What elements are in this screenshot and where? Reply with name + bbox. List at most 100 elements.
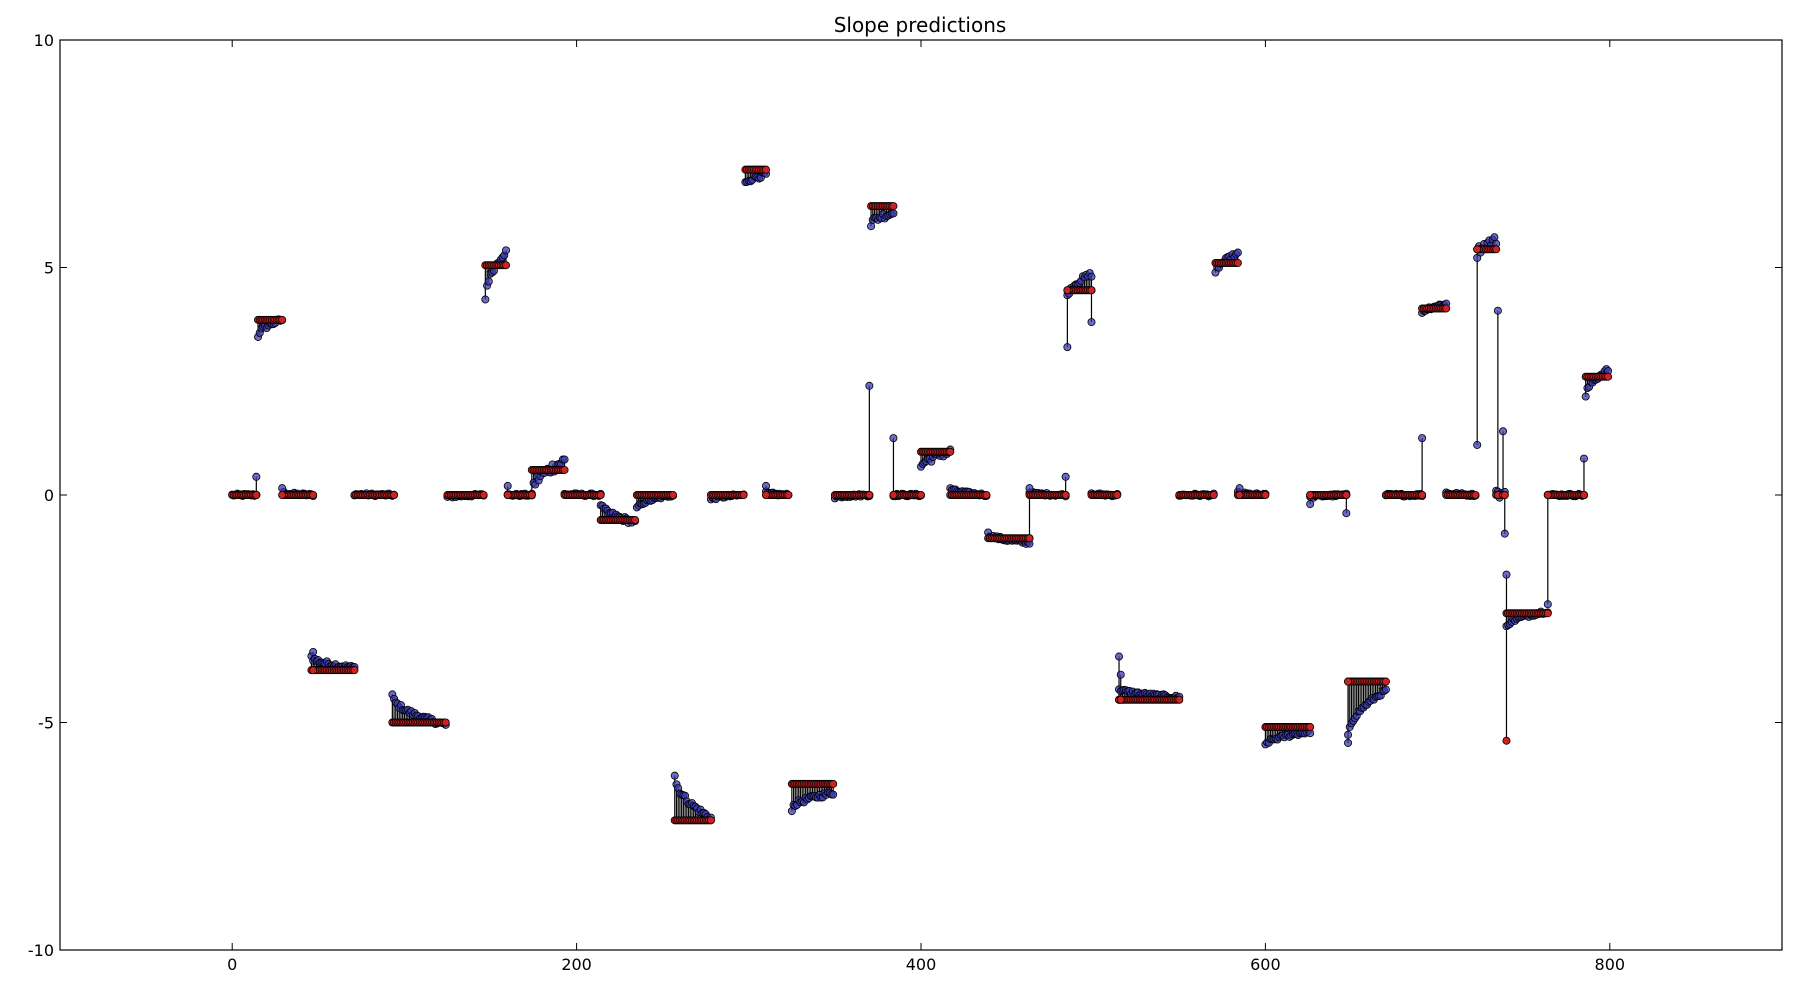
predicted-point	[1087, 272, 1096, 281]
true-point	[503, 490, 512, 499]
predicted-point	[560, 455, 569, 464]
true-point	[1502, 736, 1511, 745]
predicted-point	[1473, 440, 1482, 449]
predicted-point	[889, 434, 898, 443]
true-point	[596, 490, 605, 499]
true-point	[1235, 490, 1244, 499]
predicted-point	[1543, 600, 1552, 609]
true-point	[278, 490, 287, 499]
predicted-point	[762, 481, 771, 490]
predicted-point	[1025, 484, 1034, 493]
x-tick-label: 800	[1595, 955, 1626, 974]
y-tick-label: 0	[44, 486, 54, 505]
predicted-point	[501, 246, 510, 255]
true-point	[762, 165, 771, 174]
y-tick-label: -5	[38, 714, 54, 733]
true-point	[889, 202, 898, 211]
predicted-point	[1233, 248, 1242, 257]
true-point	[1061, 490, 1070, 499]
true-point	[631, 516, 640, 525]
predicted-point	[1499, 427, 1508, 436]
true-point	[865, 490, 874, 499]
predicted-point	[889, 209, 898, 218]
y-tick-label: 10	[34, 31, 54, 50]
true-point	[1344, 677, 1353, 686]
true-point	[784, 490, 793, 499]
predicted-point	[481, 295, 490, 304]
predicted-point	[1490, 233, 1499, 242]
true-point	[1025, 534, 1034, 543]
true-point	[309, 490, 318, 499]
true-point	[390, 490, 399, 499]
predicted-point	[865, 381, 874, 390]
predicted-point	[503, 481, 512, 490]
predicted-point	[1087, 318, 1096, 327]
predicted-point	[1500, 529, 1509, 538]
predicted-point	[1306, 500, 1315, 509]
true-point	[982, 490, 991, 499]
true-point	[350, 666, 359, 675]
predicted-point	[1063, 343, 1072, 352]
true-point	[1116, 695, 1125, 704]
true-point	[441, 718, 450, 727]
predicted-point	[1342, 509, 1351, 518]
true-point	[1087, 286, 1096, 295]
true-point	[706, 816, 715, 825]
y-tick-label: 5	[44, 259, 54, 278]
true-point	[1500, 490, 1509, 499]
true-point	[946, 447, 955, 456]
predicted-point	[1344, 730, 1353, 739]
true-point	[917, 490, 926, 499]
x-tick-label: 400	[906, 955, 937, 974]
predicted-point	[484, 277, 493, 286]
true-point	[889, 490, 898, 499]
true-point	[560, 465, 569, 474]
predicted-point	[1493, 306, 1502, 315]
true-point	[1063, 286, 1072, 295]
true-point	[1261, 490, 1270, 499]
true-point	[1113, 490, 1122, 499]
true-point	[1209, 490, 1218, 499]
predicted-point	[278, 484, 287, 493]
true-point	[1306, 723, 1315, 732]
predicted-point	[1502, 570, 1511, 579]
true-point	[1543, 490, 1552, 499]
true-point	[1233, 258, 1242, 267]
true-point	[1473, 245, 1482, 254]
true-point	[1471, 490, 1480, 499]
predicted-point	[1581, 392, 1590, 401]
predicted-point	[829, 790, 838, 799]
predicted-point	[1115, 652, 1124, 661]
true-point	[1543, 609, 1552, 618]
true-point	[479, 490, 488, 499]
predicted-point	[1579, 454, 1588, 463]
chart-title: Slope predictions	[834, 13, 1007, 37]
predicted-point	[309, 647, 318, 656]
x-tick-label: 200	[561, 955, 592, 974]
predicted-point	[670, 771, 679, 780]
predicted-point	[1381, 685, 1390, 694]
x-tick-label: 0	[227, 955, 237, 974]
predicted-point	[1061, 472, 1070, 481]
true-point	[1306, 490, 1315, 499]
true-point	[1175, 695, 1184, 704]
true-point	[252, 490, 261, 499]
true-point	[829, 779, 838, 788]
predicted-point	[1116, 670, 1125, 679]
chart-axes: 0 200 400 600 800 -10 -5 0 5 10	[28, 31, 1783, 974]
true-point	[1442, 304, 1451, 313]
true-point	[1418, 490, 1427, 499]
y-tick-label: -10	[28, 941, 54, 960]
true-point	[501, 261, 510, 270]
true-point	[527, 490, 536, 499]
true-point	[669, 490, 678, 499]
true-point	[739, 490, 748, 499]
true-point	[1381, 677, 1390, 686]
predicted-point	[1418, 434, 1427, 443]
true-point	[1342, 490, 1351, 499]
true-point	[1579, 490, 1588, 499]
true-point	[309, 666, 318, 675]
predicted-point	[252, 472, 261, 481]
true-points	[228, 165, 1613, 825]
